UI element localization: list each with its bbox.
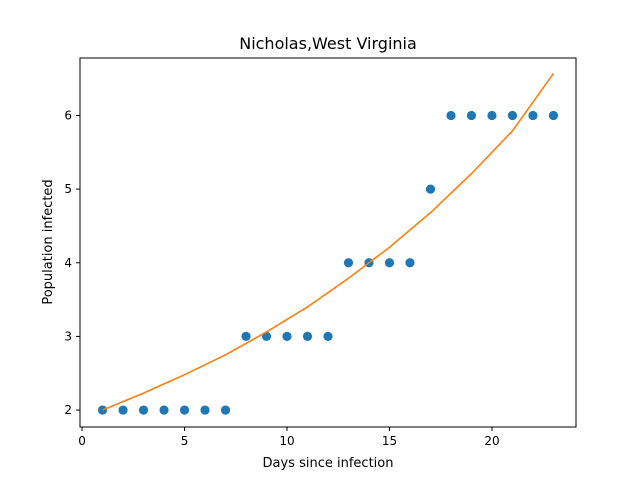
scatter-point [548, 110, 559, 121]
y-tick-label: 6 [64, 108, 72, 122]
x-tick-label: 20 [484, 434, 499, 448]
chart-title: Nicholas,West Virginia [239, 34, 417, 53]
x-tick-label: 15 [382, 434, 397, 448]
scatter-point [302, 331, 313, 342]
plot-marks [97, 73, 559, 415]
plot-frame [79, 57, 577, 428]
scatter-point [405, 258, 415, 268]
scatter-point [528, 110, 538, 121]
axis-ticks: 0 5 10 15 20 2 3 4 5 6 [64, 108, 499, 448]
scatter-point [241, 331, 251, 342]
scatter-point [159, 405, 169, 415]
scatter-point [446, 110, 456, 121]
fit-line [102, 73, 555, 411]
scatter-point [138, 405, 149, 415]
scatter-point [466, 110, 477, 121]
y-tick-label: 4 [64, 256, 72, 270]
x-tick-label: 10 [279, 434, 294, 448]
scatter-point [384, 258, 395, 268]
scatter-point [118, 405, 128, 415]
scatter-point [507, 110, 518, 121]
scatter-point [425, 184, 436, 194]
y-tick-label: 5 [64, 182, 72, 196]
x-axis-label: Days since infection [263, 456, 394, 471]
y-axis-label: Population infected [41, 179, 56, 304]
scatter-point [343, 258, 354, 268]
y-tick-label: 2 [64, 403, 72, 417]
scatter-point [220, 405, 231, 415]
y-tick-label: 3 [64, 329, 72, 343]
x-tick-label: 5 [181, 434, 189, 448]
scatter-point [282, 331, 292, 342]
scatter-point [323, 331, 333, 342]
scatter-point [179, 405, 190, 415]
scatter-point [487, 110, 497, 121]
x-tick-label: 0 [78, 434, 86, 448]
scatter-point [200, 405, 210, 415]
